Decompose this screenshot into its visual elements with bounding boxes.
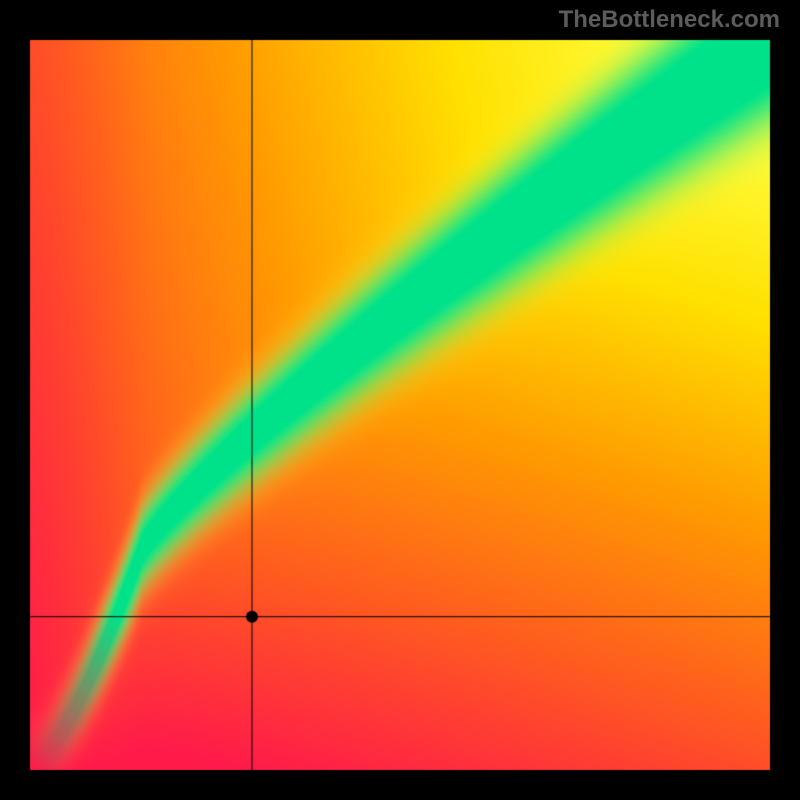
heatmap-canvas xyxy=(0,0,800,800)
chart-container: TheBottleneck.com xyxy=(0,0,800,800)
watermark-text: TheBottleneck.com xyxy=(559,6,780,34)
